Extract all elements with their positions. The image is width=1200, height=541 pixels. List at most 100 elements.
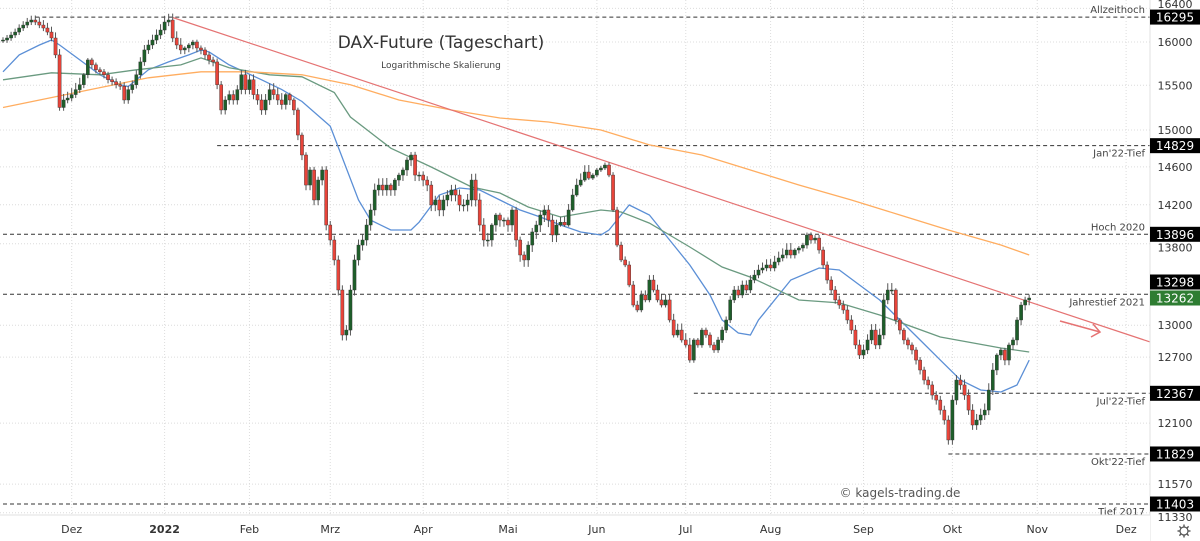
candle-up	[29, 19, 34, 23]
candle-up	[130, 84, 135, 90]
candle-down	[966, 394, 971, 411]
candle-up	[599, 167, 603, 171]
candle-up	[740, 284, 745, 296]
candle-up	[728, 299, 732, 321]
candle-up	[397, 174, 401, 181]
candle-up	[417, 174, 421, 177]
candle-up	[732, 289, 737, 301]
candle-down	[219, 84, 223, 111]
price-tick: 12100	[1158, 417, 1193, 430]
candle-down	[324, 169, 329, 226]
candle-down	[587, 171, 591, 179]
candle-down	[659, 299, 664, 306]
candle-up	[223, 99, 228, 111]
last-price-box	[1150, 290, 1200, 306]
month-tick: Jun	[587, 523, 605, 536]
candle-down	[271, 89, 276, 95]
candle-down	[922, 369, 926, 381]
candle-up	[700, 329, 704, 346]
level-label: Jan'22-Tief	[1092, 149, 1145, 160]
candle-down	[635, 304, 640, 311]
candle-down	[631, 284, 636, 306]
candle-up	[885, 289, 890, 301]
candle-down	[833, 289, 838, 301]
candle-up	[954, 379, 959, 401]
chart-title: DAX-Future (Tageschart)	[338, 33, 544, 53]
candle-up	[603, 164, 607, 169]
candle-down	[1003, 349, 1007, 361]
candle-down	[841, 304, 846, 311]
arrow-head-icon	[1090, 323, 1102, 338]
candle-down	[821, 249, 825, 266]
level-price-box	[1150, 446, 1200, 462]
candle-down	[829, 279, 833, 291]
candle-down	[304, 154, 308, 186]
candle-down	[853, 329, 858, 346]
candle-up	[978, 414, 983, 421]
candle-down	[522, 254, 526, 261]
candle-down	[102, 71, 106, 75]
candle-down	[45, 27, 50, 33]
candle-up	[692, 339, 696, 361]
candle-up	[385, 184, 389, 191]
month-tick: Okt	[943, 523, 963, 536]
candle-up	[191, 41, 195, 46]
candle-up	[582, 171, 587, 181]
candle-down	[98, 69, 102, 73]
level-price-box	[1150, 385, 1200, 401]
candle-up	[877, 334, 882, 346]
month-tick: Dez	[1116, 523, 1137, 536]
month-tick: Jul	[678, 523, 692, 536]
level-label: Jul'22-Tief	[1096, 396, 1146, 407]
candle-down	[744, 284, 749, 291]
trendline-group	[172, 16, 1151, 343]
candle-up	[441, 199, 446, 211]
candle-down	[906, 339, 910, 346]
candle-down	[288, 94, 292, 101]
candle-up	[494, 214, 498, 226]
candle-down	[421, 174, 425, 181]
horizontal-levels: Allzeithoch Jan'22-Tief Hoch 2020 Jahrestie…	[3, 5, 1150, 518]
candle-up	[780, 254, 785, 259]
candle-up	[797, 247, 801, 251]
candle-up	[995, 354, 999, 371]
candle-up	[502, 219, 506, 222]
candle-down	[946, 419, 951, 441]
candle-up	[490, 224, 494, 241]
candle-up	[187, 44, 191, 49]
candle-up	[554, 224, 559, 236]
candle-up	[73, 89, 78, 95]
candle-up	[526, 244, 530, 261]
candle-up	[61, 99, 66, 108]
candle-up	[65, 97, 70, 101]
candle-down	[930, 384, 934, 396]
month-tick: Nov	[1027, 523, 1049, 536]
candle-down	[809, 234, 813, 241]
candle-up	[663, 299, 668, 306]
candle-up	[558, 221, 563, 226]
candle-down	[898, 319, 902, 331]
candle-down	[37, 21, 42, 26]
candle-down	[195, 41, 199, 49]
time-axis[interactable]	[0, 515, 1150, 541]
candle-down	[380, 184, 385, 191]
candle-down	[453, 189, 458, 196]
candle-down	[53, 37, 58, 56]
candle-up	[449, 189, 454, 196]
candle-up	[69, 94, 74, 99]
candle-up	[982, 409, 987, 416]
candle-up	[647, 279, 652, 301]
candle-down	[251, 79, 256, 95]
candle-up	[570, 194, 575, 211]
candle-down	[914, 349, 918, 361]
month-tick: Feb	[240, 523, 259, 536]
candle-up	[1023, 299, 1027, 306]
candle-down	[118, 84, 122, 87]
candle-up	[566, 209, 571, 226]
candle-up	[639, 294, 644, 311]
candle-up	[720, 329, 724, 341]
gear-icon[interactable]	[1177, 524, 1191, 538]
candle-up	[25, 21, 30, 26]
candle-up	[724, 319, 728, 331]
level-price-value: 13896	[1156, 228, 1194, 242]
